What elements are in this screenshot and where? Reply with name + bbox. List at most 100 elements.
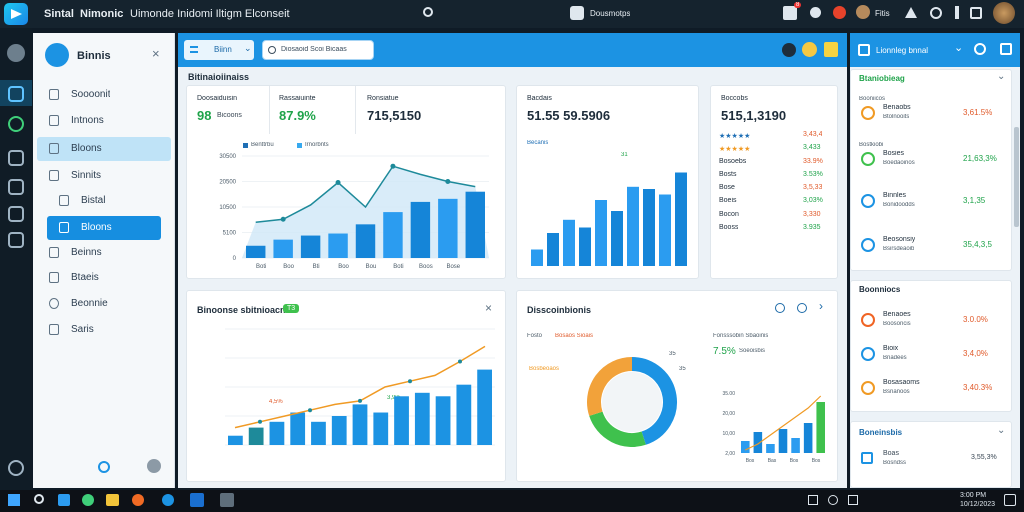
edge-icon[interactable] <box>162 494 174 506</box>
right-dropdown[interactable]: Lionnleg bnnal <box>876 46 929 55</box>
gear-icon[interactable] <box>8 150 24 166</box>
user-icon[interactable] <box>782 43 796 57</box>
monitor-icon[interactable] <box>8 206 24 222</box>
panel-icon[interactable] <box>858 44 870 56</box>
calendar-icon[interactable] <box>8 232 24 248</box>
section-label: Booniicos <box>859 96 886 102</box>
close-icon[interactable]: × <box>152 46 160 61</box>
info-icon[interactable] <box>955 6 959 19</box>
sidebar-item-4[interactable]: Bistal <box>47 189 171 213</box>
expand-icon[interactable] <box>1000 43 1012 55</box>
right-card-1: Btaniobieag ⌄ Booniicos Bostkiobi Benaob… <box>850 69 1012 271</box>
bar <box>816 402 825 453</box>
card-label: Boccobs <box>721 95 748 102</box>
sidebar-item-0[interactable]: Soooonit <box>37 83 171 107</box>
sidebar-item-9[interactable]: Saris <box>37 318 171 342</box>
distribution-card: Disscoinbionis › Fosto Bosaos Sioais Bos… <box>516 290 838 482</box>
search-icon[interactable] <box>775 303 785 313</box>
section-title: Bitinaioiinaiss <box>188 72 250 82</box>
chat-icon[interactable] <box>8 86 24 102</box>
pie-label: Bosbeoaos <box>529 366 560 372</box>
item-icon <box>861 238 875 252</box>
trend-chart <box>225 328 495 446</box>
row-value: 3.935 <box>803 224 821 231</box>
view-dropdown[interactable]: Biinn ⌄ <box>184 40 254 60</box>
x-tick-label: Boti <box>256 264 266 270</box>
sidebar-item-5[interactable]: Bloons <box>47 216 161 240</box>
item-sub: Bsnanoos <box>883 389 910 395</box>
media-icon[interactable] <box>132 494 144 506</box>
search-icon[interactable] <box>974 43 986 55</box>
sidebar-item-3[interactable]: Sinnits <box>37 164 171 188</box>
pie-annotation: 35 <box>679 366 686 372</box>
app-center-icon[interactable] <box>570 6 584 20</box>
chevron-down-icon[interactable]: ⌄ <box>997 71 1006 82</box>
dashboard-app-icon[interactable] <box>220 493 234 507</box>
clock-icon[interactable] <box>8 116 24 132</box>
app-subtitle: Nimonic <box>80 8 124 20</box>
row-label: Bocon <box>719 211 739 218</box>
sidebar-item-8[interactable]: Beonnie <box>37 292 171 316</box>
bar <box>531 249 543 266</box>
help-icon[interactable] <box>8 460 24 476</box>
volume-icon[interactable] <box>848 495 858 505</box>
divider <box>269 86 270 134</box>
bar <box>273 239 293 258</box>
sidebar-item-7[interactable]: Btaeis <box>37 266 171 290</box>
refresh-icon[interactable] <box>797 303 807 313</box>
search-icon[interactable] <box>423 7 433 17</box>
app-icon[interactable] <box>190 493 204 507</box>
account-icon[interactable] <box>7 44 25 62</box>
sidebar-item-2[interactable]: Bloons <box>37 137 171 161</box>
profile-avatar[interactable] <box>993 2 1015 24</box>
browser-icon[interactable] <box>82 494 94 506</box>
notification-icon[interactable] <box>1004 494 1016 506</box>
row-value: 3,43,4 <box>803 131 823 138</box>
window-icon[interactable] <box>970 7 982 19</box>
warning-icon[interactable] <box>905 7 917 18</box>
bell-icon[interactable] <box>810 7 821 18</box>
overview-card: Doosaiduisin 98 Bicoons Rassaiuinte 87.9… <box>186 85 506 279</box>
line-point <box>280 216 286 222</box>
app-logo-icon[interactable] <box>4 3 28 25</box>
settings-icon[interactable] <box>930 7 942 19</box>
x-tick-label: Boo <box>283 264 294 270</box>
doc-icon <box>49 89 59 100</box>
bar <box>643 189 655 266</box>
chevron-down-icon[interactable]: ⌄ <box>954 42 964 54</box>
mail-icon[interactable] <box>783 6 797 20</box>
bar <box>766 444 775 453</box>
bar <box>563 219 575 266</box>
rating-stars: ★★★★★ <box>719 146 751 153</box>
sidebar-item-6[interactable]: Beinns <box>37 241 171 265</box>
refresh-icon[interactable] <box>98 461 110 473</box>
bar <box>311 421 326 445</box>
row-label: Bosoebs <box>719 158 747 165</box>
start-icon[interactable] <box>8 494 20 506</box>
y-tick-label: 2,00 <box>725 451 735 457</box>
alert-icon[interactable] <box>833 6 846 19</box>
tray-icon[interactable] <box>808 495 818 505</box>
scrollbar[interactable] <box>1014 127 1019 227</box>
y-tick-label: 20500 <box>219 180 236 186</box>
chevron-right-icon[interactable]: › <box>819 299 823 313</box>
window-title: Uimonde Inidomi Iltigm Elconseit <box>130 8 290 20</box>
wifi-icon[interactable] <box>828 495 838 505</box>
folder-icon[interactable] <box>106 494 119 506</box>
avatar[interactable] <box>802 42 817 57</box>
file-icon[interactable] <box>824 42 838 57</box>
home-icon[interactable] <box>8 179 24 195</box>
close-icon[interactable]: × <box>485 301 493 315</box>
user-avatar[interactable] <box>856 5 870 19</box>
task-view-icon[interactable] <box>58 494 70 506</box>
chart-annotation: 3,9% <box>387 395 401 401</box>
bar <box>228 435 243 445</box>
chevron-down-icon[interactable]: ⌄ <box>997 425 1006 436</box>
sidebar-item-1[interactable]: Intnons <box>37 109 171 133</box>
item-title: Benaobs <box>883 104 911 111</box>
item-icon <box>861 347 875 361</box>
search-input[interactable]: Diosaoid Scoi Bicaas <box>262 40 374 60</box>
line-series <box>745 395 822 451</box>
search-icon[interactable] <box>34 494 44 504</box>
settings-gear-icon[interactable] <box>147 459 161 473</box>
